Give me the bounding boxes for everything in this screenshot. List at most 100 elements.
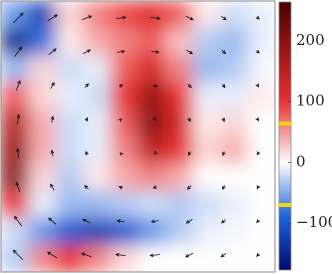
heat-cell xyxy=(138,217,166,246)
heatmap xyxy=(1,1,275,272)
heat-cell xyxy=(247,190,275,219)
heat-cell xyxy=(247,28,275,56)
heat-cell xyxy=(110,244,139,272)
heat-cell xyxy=(220,136,249,165)
arrow xyxy=(50,183,55,191)
arrow xyxy=(187,151,192,157)
arrow xyxy=(48,217,57,225)
heat-cell xyxy=(83,55,112,83)
heat-cell xyxy=(247,109,275,137)
heat-cell xyxy=(138,190,166,219)
arrow xyxy=(84,116,89,122)
arrow xyxy=(118,84,124,88)
arrow xyxy=(221,117,226,123)
heat-cell xyxy=(220,190,249,219)
arrow xyxy=(15,80,21,91)
arrow xyxy=(152,185,158,189)
arrow xyxy=(185,15,194,21)
arrow xyxy=(220,15,227,21)
plot-frame xyxy=(0,0,276,273)
heat-cell xyxy=(110,1,139,29)
heat-cell xyxy=(28,109,57,137)
heat-cell xyxy=(247,55,275,83)
heat-cell xyxy=(110,217,139,246)
heat-cell xyxy=(110,82,139,110)
colorbar-tick-label: 200 xyxy=(296,31,325,49)
arrow xyxy=(187,83,192,89)
heat-cell xyxy=(220,109,249,137)
heat-cell xyxy=(192,163,221,192)
heat-cell xyxy=(1,163,29,192)
arrow xyxy=(151,50,160,54)
heat-cell xyxy=(110,163,139,192)
arrow xyxy=(48,48,57,56)
arrow xyxy=(50,81,55,89)
arrow xyxy=(150,16,161,21)
heat-cell xyxy=(192,82,221,110)
arrow xyxy=(221,219,226,224)
heat-cell xyxy=(165,1,194,29)
arrow xyxy=(13,215,23,227)
arrow xyxy=(46,251,58,259)
heat-cell xyxy=(55,190,84,219)
arrow xyxy=(82,49,92,54)
heat-cell xyxy=(192,109,221,137)
arrow xyxy=(221,49,227,55)
heat-cell xyxy=(192,136,221,165)
arrow xyxy=(15,181,21,193)
arrow xyxy=(81,15,93,21)
colorbar-tick-label: 0 xyxy=(296,152,306,170)
heat-cell xyxy=(83,82,112,110)
arrow xyxy=(118,118,123,123)
heat-cell xyxy=(55,1,84,29)
heat-cell xyxy=(28,1,57,29)
heat-cell xyxy=(165,55,194,83)
arrow xyxy=(153,83,158,88)
heat-cell xyxy=(165,109,194,137)
heat-cell xyxy=(220,55,249,83)
arrow xyxy=(16,113,21,125)
heat-cell xyxy=(83,163,112,192)
arrow xyxy=(221,185,226,190)
heat-cell xyxy=(28,28,57,56)
arrow xyxy=(255,117,259,122)
arrow xyxy=(116,15,127,20)
arrow xyxy=(186,49,194,55)
heat-cell xyxy=(138,1,166,29)
arrow xyxy=(82,218,91,224)
heat-cell xyxy=(247,244,275,272)
heat-cell xyxy=(247,163,275,192)
heat-cell xyxy=(55,82,84,110)
heat-cell xyxy=(83,109,112,137)
heat-cell xyxy=(192,217,221,246)
heat-cell xyxy=(192,28,221,56)
heat-cell xyxy=(247,217,275,246)
heat-cell xyxy=(220,244,249,272)
heat-cell xyxy=(55,163,84,192)
arrow xyxy=(255,49,260,54)
arrow xyxy=(80,252,92,258)
arrow xyxy=(47,14,58,22)
heat-cell xyxy=(83,136,112,165)
quiver xyxy=(12,12,261,261)
heat-cell xyxy=(83,190,112,219)
arrow xyxy=(256,252,260,257)
arrow xyxy=(220,252,227,258)
heat-cell xyxy=(28,190,57,219)
arrow xyxy=(256,151,261,156)
colorbar-tick-label: 100 xyxy=(296,92,325,110)
arrow xyxy=(255,15,260,20)
arrow xyxy=(119,152,124,157)
colorbar-tick-label: −100 xyxy=(296,213,332,231)
arrow xyxy=(184,252,194,258)
heat-cell xyxy=(138,163,166,192)
heat-cell xyxy=(165,244,194,272)
arrow xyxy=(16,147,20,159)
heat-cell xyxy=(83,1,112,29)
colorbar-scale xyxy=(278,1,292,271)
heat-cell xyxy=(1,217,29,246)
heat-cell xyxy=(1,136,29,165)
arrow xyxy=(116,219,125,223)
arrow xyxy=(118,185,123,190)
arrow xyxy=(152,116,157,121)
